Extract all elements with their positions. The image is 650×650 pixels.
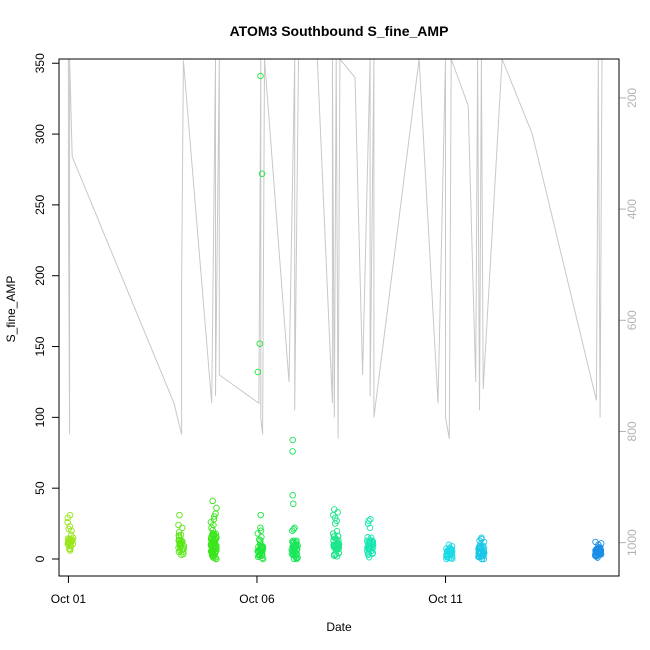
data-point <box>331 520 339 527</box>
right-tick-label: 200 <box>625 88 639 108</box>
data-point <box>480 538 488 546</box>
data-point <box>178 551 185 559</box>
y-tick-label: 100 <box>33 407 47 427</box>
y-tick-label: 350 <box>33 53 47 73</box>
data-point <box>289 492 296 499</box>
data-point <box>176 511 183 519</box>
data-point <box>66 538 73 546</box>
data-point <box>65 541 72 548</box>
x-tick-label: Oct 06 <box>239 592 275 606</box>
data-point <box>478 555 486 563</box>
data-point <box>592 547 599 554</box>
data-point <box>290 541 298 549</box>
data-point <box>333 527 341 535</box>
data-point <box>254 368 262 376</box>
data-point <box>331 551 338 558</box>
data-point <box>475 550 482 557</box>
data-point <box>69 534 77 542</box>
data-point <box>289 544 297 551</box>
y-tick-label: 0 <box>33 555 47 562</box>
data-point <box>258 533 265 541</box>
data-point <box>366 546 373 553</box>
data-point <box>66 543 74 550</box>
data-point <box>211 513 218 520</box>
data-point <box>289 436 296 444</box>
data-point <box>257 540 264 547</box>
data-point <box>290 526 297 533</box>
data-point <box>333 539 341 547</box>
axes-layer: 0 50 100 150 200 250 300 350 Oct 01 Oct 06 Oct 11 2… <box>33 53 639 606</box>
right-tick-label: 600 <box>625 310 639 330</box>
data-point <box>258 170 266 177</box>
data-point <box>369 549 377 557</box>
y-tick-label: 200 <box>33 265 47 285</box>
data-point <box>366 524 374 532</box>
data-point <box>289 448 296 455</box>
y-tick-label: 300 <box>33 124 47 144</box>
data-point <box>365 539 373 547</box>
data-point <box>179 524 186 532</box>
x-tick-label: Oct 01 <box>51 592 87 606</box>
overlay-line-layer <box>67 57 603 439</box>
data-point <box>209 531 216 539</box>
data-point <box>446 544 454 551</box>
data-point <box>257 524 264 532</box>
y-axis-label: S_fine_AMP <box>4 276 18 343</box>
x-axis-label: Date <box>326 620 352 634</box>
data-point <box>256 340 263 347</box>
data-point <box>595 541 602 549</box>
data-point <box>443 555 450 563</box>
data-point <box>445 541 453 549</box>
y-tick-label: 250 <box>33 195 47 215</box>
x-tick-label: Oct 11 <box>428 592 463 606</box>
chart-title: ATOM3 Southbound S_fine_AMP <box>230 23 449 39</box>
data-point <box>369 540 376 547</box>
data-point <box>257 537 264 544</box>
data-point <box>257 72 264 80</box>
data-point <box>365 517 372 525</box>
data-point <box>259 551 266 559</box>
data-point <box>67 545 74 553</box>
right-tick-label: 400 <box>625 199 639 219</box>
data-point <box>209 497 216 505</box>
data-point <box>208 524 215 532</box>
data-point <box>290 500 297 508</box>
data-point <box>207 542 215 549</box>
data-point <box>254 547 261 555</box>
data-point <box>335 549 343 557</box>
data-point <box>255 552 263 559</box>
data-point <box>256 551 263 559</box>
data-point <box>334 532 342 540</box>
plot-box <box>58 58 620 577</box>
data-point <box>294 542 301 550</box>
points-layer <box>64 72 605 563</box>
data-point <box>257 511 264 519</box>
data-point <box>208 551 216 559</box>
data-point <box>476 543 483 551</box>
data-point <box>290 555 298 563</box>
data-point <box>68 527 75 534</box>
data-point <box>364 520 372 527</box>
data-point <box>178 537 185 544</box>
data-point <box>333 536 341 544</box>
data-point <box>289 537 297 544</box>
y-tick-label: 50 <box>33 481 47 495</box>
data-point <box>289 527 296 534</box>
data-point <box>175 544 182 551</box>
data-point <box>66 523 74 530</box>
data-point <box>64 514 72 522</box>
right-tick-label: 800 <box>625 421 639 441</box>
y-tick-label: 150 <box>33 336 47 356</box>
data-point <box>594 554 601 561</box>
data-point <box>369 537 376 545</box>
right-tick-label: 1000 <box>625 529 639 556</box>
data-point <box>254 530 262 537</box>
overlay-line <box>67 57 603 439</box>
data-point <box>476 537 483 544</box>
